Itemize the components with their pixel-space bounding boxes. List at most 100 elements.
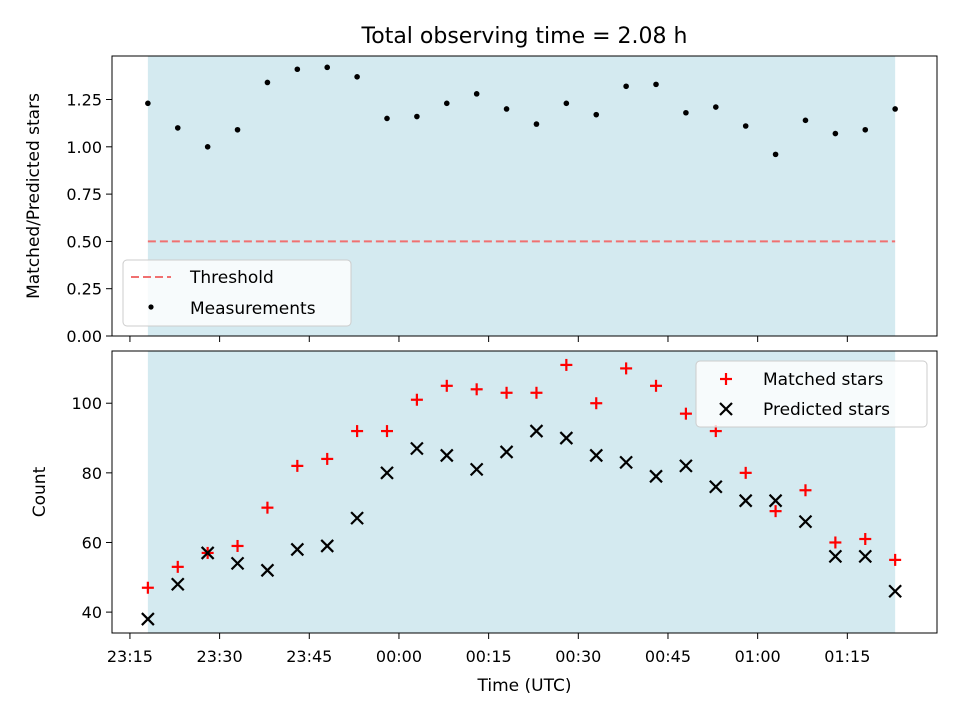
measurements-series [145,64,898,158]
measurement-point [145,100,151,107]
matched-star-point [440,379,453,392]
cross-stroke [589,448,604,463]
predicted-stars-series [141,424,902,626]
matched-star-point [560,358,573,371]
predicted-star-point [798,514,813,529]
matched-star-point [351,425,364,438]
matched-star-point [291,459,304,472]
predicted-star-point [350,511,364,525]
cross-stroke [529,424,544,438]
predicted-star-point [529,424,544,438]
predicted-star-point [499,445,514,459]
y-tick-label: 1.25 [66,91,102,110]
cross-stroke [619,455,633,470]
predicted-star-point [230,556,245,571]
predicted-star-point [141,612,155,626]
predicted-star-point [709,479,723,494]
y-tick-label: 0.00 [66,327,102,346]
x-tick-label: 01:00 [735,647,781,666]
x-tick-label: 00:15 [466,647,512,666]
y-tick-label: 0.50 [66,232,102,251]
predicted-star-point [380,466,394,480]
measurement-point [623,83,629,90]
ratio-x-ticks [129,336,848,342]
matched-star-point [470,383,483,396]
measurement-point [593,111,600,118]
x-tick-label: 23:45 [286,647,332,666]
cross-stroke [679,459,693,473]
cross-stroke [380,466,394,480]
matched-star-point [620,362,633,375]
cross-stroke [649,469,663,484]
predicted-legend-marker [719,402,733,416]
predicted-star-point [679,459,693,473]
y-tick-label: 100 [71,394,102,413]
measurements-legend-swatch [148,304,154,310]
cross-stroke [230,556,245,571]
cross-stroke [320,539,334,553]
measurement-point [204,144,211,150]
matched-star-point [500,386,513,399]
y-tick-label: 40 [82,603,102,622]
ratio-legend-box [122,259,352,327]
cross-stroke [410,441,424,456]
measurement-point [563,100,570,107]
predicted-star-point [320,539,334,553]
predicted-star-point [858,549,873,564]
matched-star-point [590,397,603,410]
predicted-star-point [200,546,215,560]
measurement-point [443,100,450,107]
cross-stroke [170,577,185,592]
ratio-y-axis-label: Matched/Predicted stars [24,93,44,299]
chart-title: Total observing time = 2.08 h [361,24,688,49]
ratio-legend: Threshold Measurements [122,259,352,327]
matched-star-point [679,407,692,420]
ratio-y-axis: 0.00 0.25 0.50 0.75 1.00 1.25 [66,91,112,346]
measurement-point [683,109,689,116]
cross-stroke [738,493,753,508]
measurement-point [742,123,749,129]
y-tick-label: 1.00 [66,138,102,157]
cross-stroke [858,549,873,564]
matched-star-point [889,553,902,566]
predicted-star-point [469,462,484,477]
measurements-legend-label: Measurements [190,299,316,319]
x-tick-label: 00:45 [645,647,691,666]
predicted-star-point [290,542,305,557]
matched-star-point [231,539,244,552]
predicted-legend-swatch [719,402,733,416]
count-y-axis: 40 60 80 100 [71,394,112,622]
predicted-star-point [170,577,185,592]
predicted-star-point [589,448,604,463]
predicted-star-point [619,455,633,470]
measurement-point [802,117,809,124]
cross-stroke [141,612,155,626]
measurement-point [354,74,360,80]
cross-stroke [499,445,514,459]
measurement-point [384,115,390,122]
matched-star-point [650,379,663,392]
cross-stroke [709,479,723,494]
predicted-star-point [559,431,574,445]
cross-stroke [290,542,305,557]
x-tick-label: 23:30 [197,647,243,666]
cross-stroke [828,549,843,564]
measurement-point [533,121,540,127]
predicted-star-point [768,493,783,508]
measurement-point [294,66,301,73]
matched-legend-swatch [720,373,732,385]
measurement-point [264,79,271,86]
matched-star-point [261,501,274,514]
cross-stroke [440,448,454,463]
predicted-star-point [649,469,663,484]
ratio-panel-frame [111,55,938,337]
y-tick-label: 60 [82,533,102,552]
measurement-point [414,113,420,120]
matched-legend-marker [720,373,732,385]
matched-star-point [799,484,812,497]
x-tick-label: 00:30 [555,647,601,666]
cross-stroke [559,431,574,445]
predicted-star-point [888,584,902,599]
time-x-axis-label: Time (UTC) [477,676,572,696]
